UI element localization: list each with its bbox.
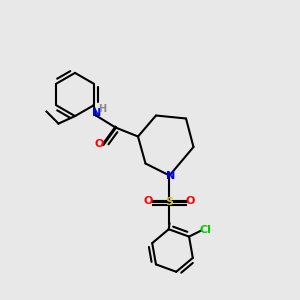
Text: O: O xyxy=(144,196,153,206)
Text: N: N xyxy=(166,171,175,182)
Text: O: O xyxy=(94,139,104,149)
Text: N: N xyxy=(92,108,101,118)
Text: Cl: Cl xyxy=(200,225,212,235)
Text: H: H xyxy=(98,104,107,114)
Text: O: O xyxy=(186,196,195,206)
Text: S: S xyxy=(166,197,173,207)
